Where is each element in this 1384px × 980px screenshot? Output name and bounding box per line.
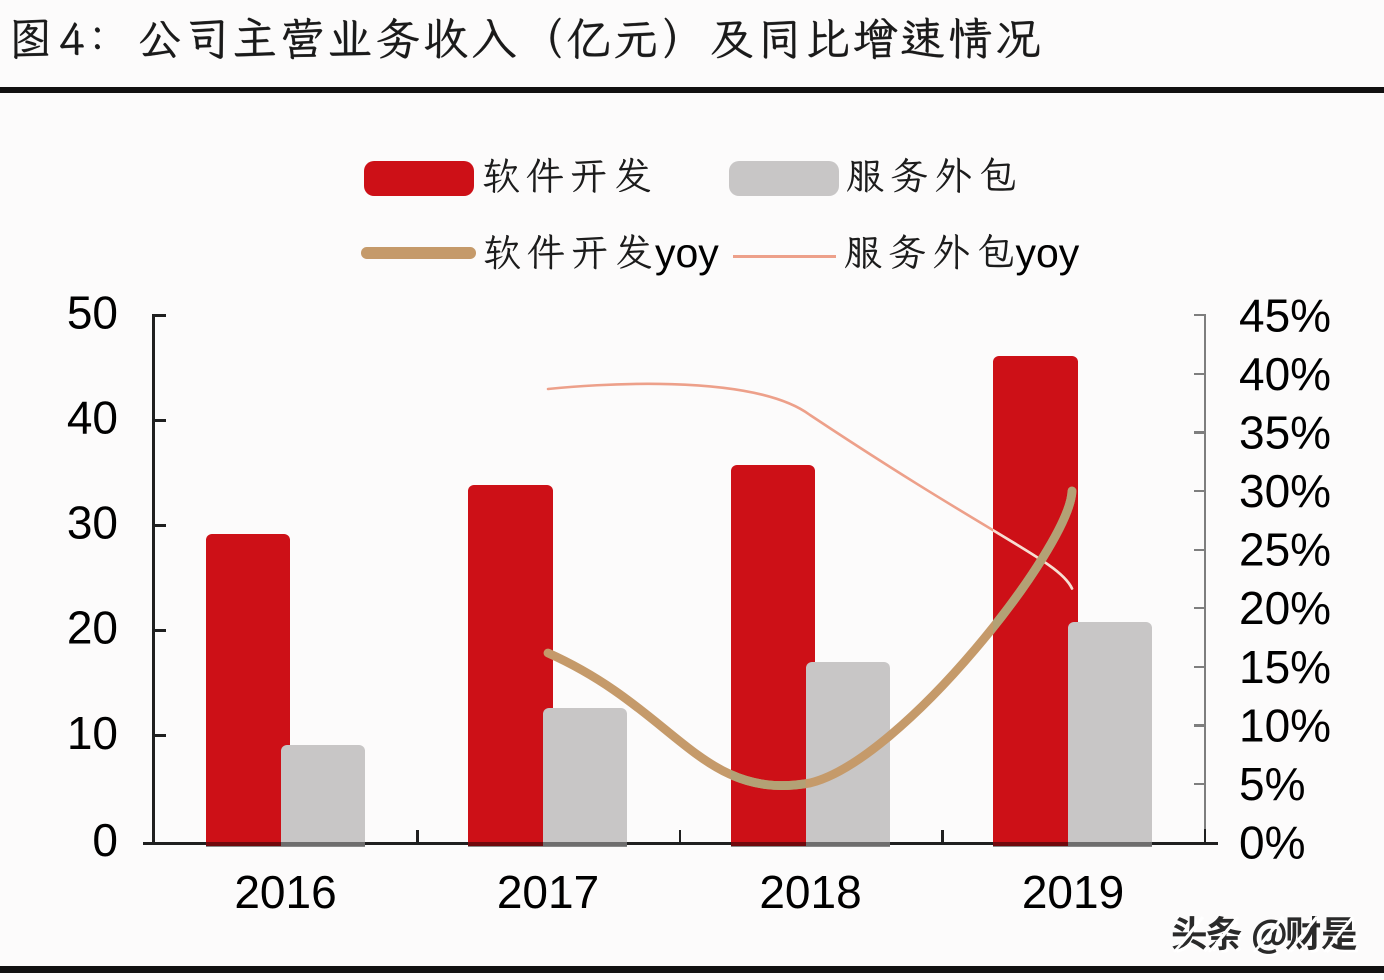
svg-text:30%: 30% [1239,465,1331,517]
svg-text:5%: 5% [1239,758,1305,810]
svg-text:40%: 40% [1239,348,1331,400]
svg-text:yoy: yoy [655,230,719,276]
svg-text:10: 10 [67,707,118,759]
svg-text:20: 20 [67,602,118,654]
svg-text:2018: 2018 [759,866,861,918]
svg-text:0: 0 [92,814,118,866]
svg-text:2017: 2017 [497,866,599,918]
svg-text:15%: 15% [1239,641,1331,693]
svg-text:45%: 45% [1239,289,1331,341]
svg-text:35%: 35% [1239,407,1331,459]
svg-text:10%: 10% [1239,699,1331,751]
svg-text:2016: 2016 [234,866,336,918]
svg-text:40: 40 [67,391,118,443]
svg-text:20%: 20% [1239,582,1331,634]
svg-text:50: 50 [67,286,118,338]
svg-text:0%: 0% [1239,817,1305,869]
svg-text:yoy: yoy [1016,230,1080,276]
svg-text:25%: 25% [1239,524,1331,576]
svg-text:30: 30 [67,497,118,549]
svg-text:2019: 2019 [1022,866,1124,918]
